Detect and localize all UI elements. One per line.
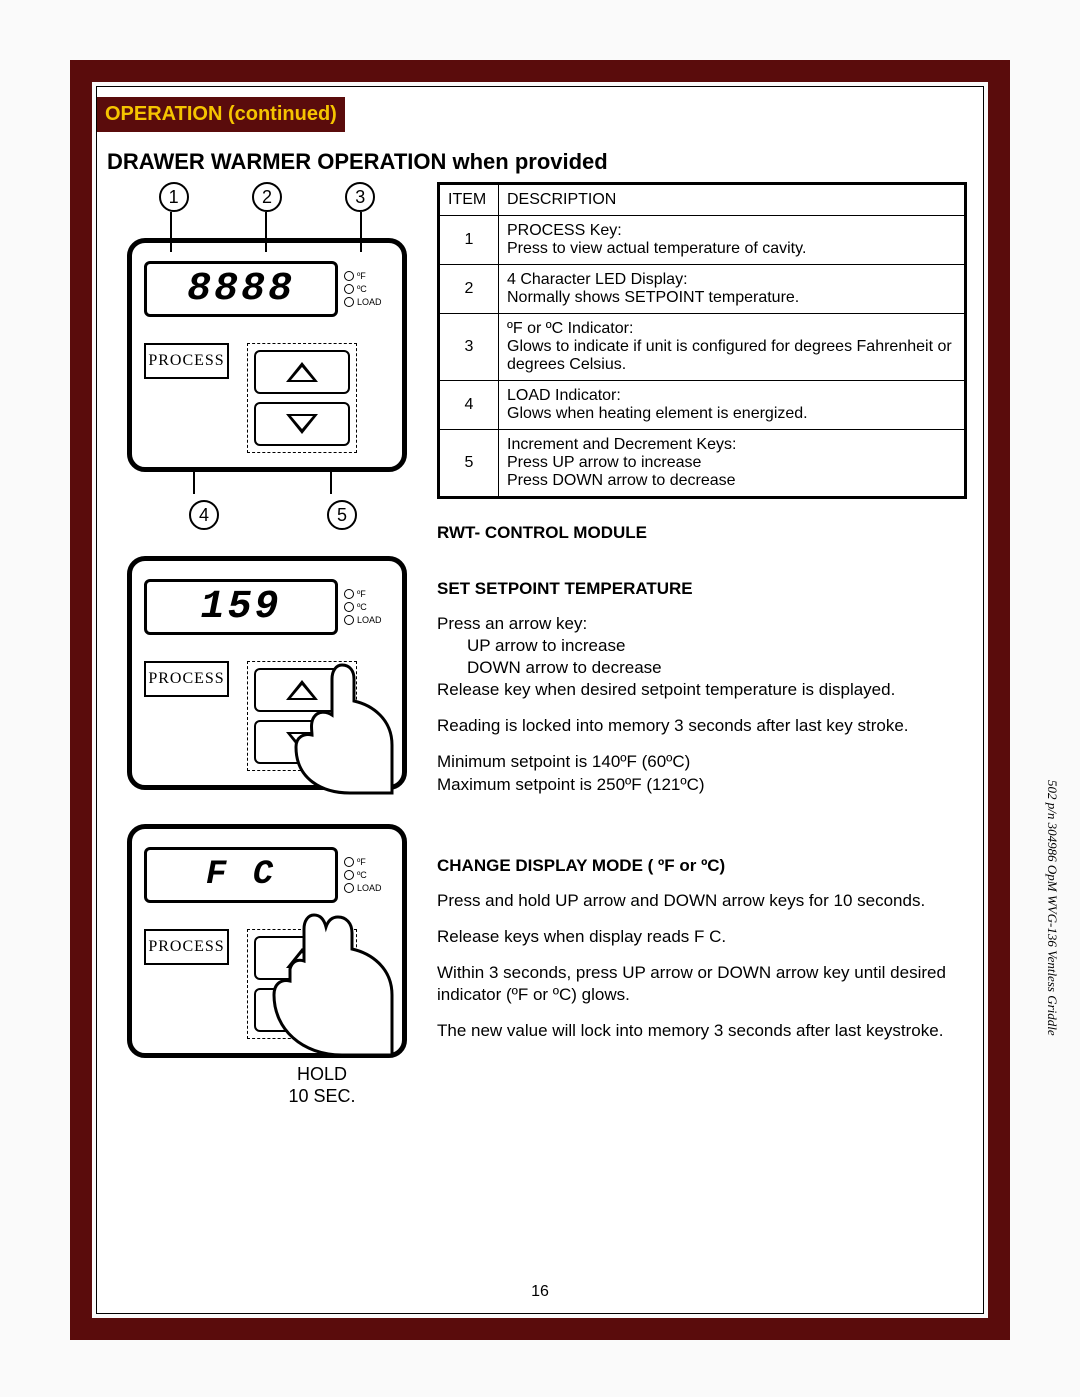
f-indicator-dot: [344, 271, 354, 281]
setpoint-text-4: Minimum setpoint is 140ºF (60ºC): [437, 751, 967, 773]
section-title-bar: OPERATION (continued): [97, 97, 345, 132]
callout-1: 1: [159, 182, 189, 212]
table-header-description: DESCRIPTION: [499, 184, 966, 216]
rwt-heading: RWT- CONTROL MODULE: [437, 523, 967, 543]
setpoint-text-1b: DOWN arrow to decrease: [437, 657, 967, 679]
table-header-row: ITEM DESCRIPTION: [439, 184, 966, 216]
leader-lines-top: [117, 212, 417, 232]
side-footnote: 502 p/n 304986 OpM WVG-136 Ventless Grid…: [1042, 780, 1060, 1036]
table-row: 1PROCESS Key: Press to view actual tempe…: [439, 216, 966, 265]
arrow-button-group: [247, 343, 357, 453]
c-indicator-label: ºC: [357, 284, 367, 294]
page-number: 16: [97, 1283, 983, 1301]
table-cell-desc: PROCESS Key: Press to view actual temper…: [499, 216, 966, 265]
table-row: 5Increment and Decrement Keys: Press UP …: [439, 430, 966, 498]
arrow-button-group: [247, 929, 357, 1039]
subsection-title: DRAWER WARMER OPERATION when provided: [107, 149, 608, 175]
section-title: OPERATION (continued): [105, 103, 337, 125]
setpoint-heading: SET SETPOINT TEMPERATURE: [437, 579, 967, 599]
control-panel-3: F C ºF ºC LOAD PROCESS: [127, 824, 407, 1058]
led-display-2: 159: [144, 579, 338, 635]
description-table: ITEM DESCRIPTION 1PROCESS Key: Press to …: [437, 182, 967, 499]
control-panel-1: 8888 ºF ºC LOAD PROCESS: [127, 238, 407, 472]
up-arrow-button[interactable]: [254, 350, 350, 394]
arrow-button-group: [247, 661, 357, 771]
up-arrow-button[interactable]: [254, 668, 350, 712]
down-arrow-button[interactable]: [254, 720, 350, 764]
indicator-column-2: ºF ºC LOAD: [344, 589, 390, 625]
control-panel-2: 159 ºF ºC LOAD PROCESS: [127, 556, 407, 790]
leader-lines-bottom: [117, 478, 417, 500]
callouts-bottom-row: 4 5: [127, 500, 407, 530]
table-cell-desc: Increment and Decrement Keys: Press UP a…: [499, 430, 966, 498]
led-display-1: 8888: [144, 261, 338, 317]
down-arrow-button[interactable]: [254, 988, 350, 1032]
callout-2: 2: [252, 182, 282, 212]
table-row: 24 Character LED Display: Normally shows…: [439, 265, 966, 314]
f-indicator-label: ºF: [357, 271, 366, 281]
mode-text-4: The new value will lock into memory 3 se…: [437, 1020, 967, 1042]
diagram-column: 1 2 3 8888 ºF ºC LOAD: [117, 182, 417, 1107]
setpoint-text-5: Maximum setpoint is 250ºF (121ºC): [437, 774, 967, 796]
setpoint-text-1a: UP arrow to increase: [437, 635, 967, 657]
load-indicator-dot: [344, 297, 354, 307]
table-header-item: ITEM: [439, 184, 499, 216]
indicator-column-1: ºF ºC LOAD: [344, 271, 390, 307]
mode-heading: CHANGE DISPLAY MODE ( ºF or ºC): [437, 856, 967, 876]
process-button[interactable]: PROCESS: [144, 661, 229, 697]
mode-text-3: Within 3 seconds, press UP arrow or DOWN…: [437, 962, 967, 1006]
page-frame-outer: OPERATION (continued) DRAWER WARMER OPER…: [70, 60, 1010, 1340]
process-button[interactable]: PROCESS: [144, 929, 229, 965]
table-row: 3ºF or ºC Indicator: Glows to indicate i…: [439, 314, 966, 381]
table-cell-desc: 4 Character LED Display: Normally shows …: [499, 265, 966, 314]
setpoint-text-1: Press an arrow key:: [437, 613, 967, 635]
callouts-top-row: 1 2 3: [127, 182, 407, 212]
down-arrow-icon: [286, 414, 318, 434]
down-arrow-button[interactable]: [254, 402, 350, 446]
table-cell-desc: ºF or ºC Indicator: Glows to indicate if…: [499, 314, 966, 381]
page-frame-inner: OPERATION (continued) DRAWER WARMER OPER…: [96, 86, 984, 1314]
up-arrow-icon: [286, 362, 318, 382]
load-indicator-label: LOAD: [357, 297, 382, 307]
callout-4: 4: [189, 500, 219, 530]
mode-text-2: Release keys when display reads F C.: [437, 926, 967, 948]
c-indicator-dot: [344, 284, 354, 294]
table-cell-desc: LOAD Indicator: Glows when heating eleme…: [499, 381, 966, 430]
setpoint-text-3: Reading is locked into memory 3 seconds …: [437, 715, 967, 737]
callout-3: 3: [345, 182, 375, 212]
setpoint-text-2: Release key when desired setpoint temper…: [437, 679, 967, 701]
table-row: 4LOAD Indicator: Glows when heating elem…: [439, 381, 966, 430]
mode-text-1: Press and hold UP arrow and DOWN arrow k…: [437, 890, 967, 912]
led-display-3: F C: [144, 847, 338, 903]
up-arrow-button[interactable]: [254, 936, 350, 980]
process-button[interactable]: PROCESS: [144, 343, 229, 379]
indicator-column-3: ºF ºC LOAD: [344, 857, 390, 893]
text-column: ITEM DESCRIPTION 1PROCESS Key: Press to …: [437, 182, 967, 1042]
callout-5: 5: [327, 500, 357, 530]
hold-caption: HOLD 10 SEC.: [227, 1064, 417, 1107]
